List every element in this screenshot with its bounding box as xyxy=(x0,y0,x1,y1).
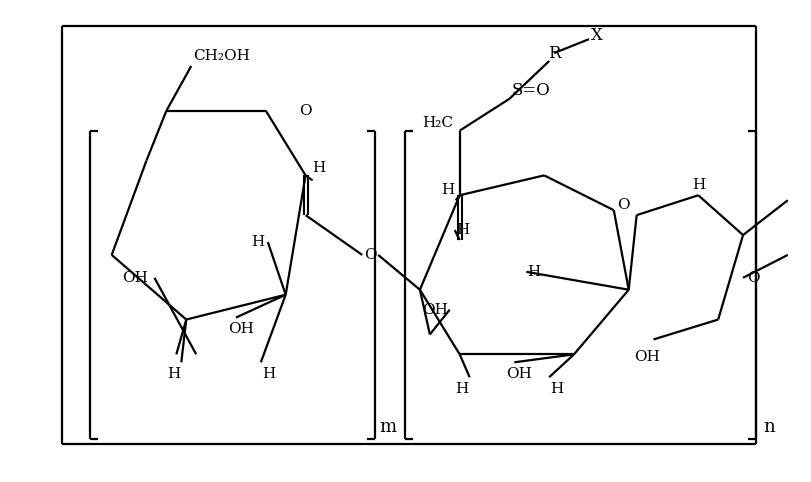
Text: H: H xyxy=(262,367,276,381)
Text: O: O xyxy=(617,198,630,212)
Text: X: X xyxy=(591,27,603,44)
Text: H: H xyxy=(441,183,454,197)
Text: OH: OH xyxy=(422,303,448,317)
Text: O: O xyxy=(747,271,759,285)
Text: H: H xyxy=(551,382,564,396)
Text: H: H xyxy=(456,223,470,237)
Text: OH: OH xyxy=(506,367,532,381)
Text: H: H xyxy=(167,367,180,381)
Text: S=O: S=O xyxy=(512,82,551,99)
Text: O: O xyxy=(364,248,376,262)
Text: CH₂OH: CH₂OH xyxy=(193,49,250,63)
Text: m: m xyxy=(380,418,397,436)
Text: H: H xyxy=(692,178,705,192)
Text: R: R xyxy=(548,45,560,62)
Text: H: H xyxy=(455,382,468,396)
Text: OH: OH xyxy=(122,271,148,285)
Text: H: H xyxy=(251,235,264,249)
Text: O: O xyxy=(299,104,312,118)
Text: H: H xyxy=(528,265,541,279)
Text: H: H xyxy=(312,161,325,175)
Text: OH: OH xyxy=(633,350,659,364)
Text: n: n xyxy=(763,418,775,436)
Text: H₂C: H₂C xyxy=(422,116,453,130)
Text: OH: OH xyxy=(228,322,254,336)
